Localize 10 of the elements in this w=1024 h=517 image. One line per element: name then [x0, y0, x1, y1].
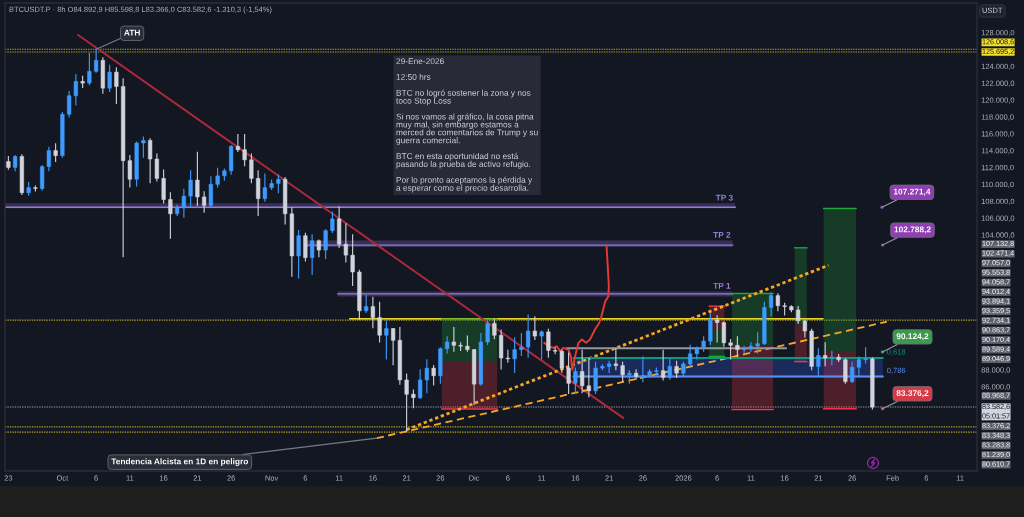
data-label: 90.124,2	[896, 333, 929, 341]
text: 29-Ene-2026 12:50 hrs BTC no logró sostener la zona y nos toco Stop Loss Si nos vamos al gráfico, la cosa pitna muy mal, sin embargo estamos a merced de comentarios de Trump y su guerra comercial. BTC en esta oportunidad no está pasando la prueba de activo refugio. Por lo pronto aceptamos la pérdida y a esperar como el precio desarrolla.	[396, 58, 538, 193]
annotation: Tendencia Alcista en 1D en peligro	[111, 458, 249, 467]
series-label: TP 3	[715, 194, 733, 201]
annotation: ATH	[124, 29, 140, 36]
series-label: TP 1	[713, 282, 731, 289]
data-label: 83.376,2	[896, 390, 929, 398]
series-label: TP 2	[713, 231, 731, 238]
data-label: 102.788,2	[894, 226, 931, 234]
data-label: 107.271,4	[893, 188, 931, 196]
